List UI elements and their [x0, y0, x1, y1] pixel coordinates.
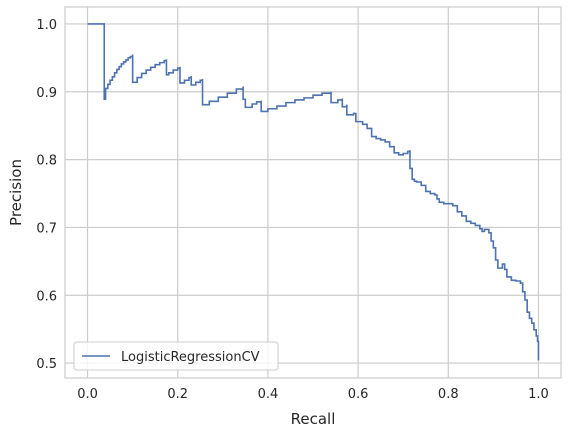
y-tick-labels: 0.5 0.6 0.7 0.8 0.9 1.0 [36, 18, 57, 372]
y-tick-label: 0.9 [36, 86, 57, 101]
legend-box [73, 341, 279, 371]
y-tick-label: 0.7 [36, 221, 57, 236]
series-curve-group [87, 23, 540, 361]
x-tick-label: 1.0 [528, 387, 549, 402]
y-tick-label: 1.0 [36, 18, 57, 33]
y-tick-label: 0.5 [36, 357, 57, 372]
x-tick-label: 0.6 [348, 387, 369, 402]
y-axis-label: Precision [7, 159, 25, 226]
plot-area [65, 7, 561, 378]
plot-frame [64, 6, 562, 379]
x-tick-labels: 0.0 0.2 0.4 0.6 0.8 1.0 [77, 387, 549, 402]
y-tick-label: 0.8 [36, 154, 57, 169]
legend-label: LogisticRegressionCV [121, 350, 260, 365]
x-tick-label: 0.2 [167, 387, 188, 402]
legend: LogisticRegressionCV [73, 341, 279, 371]
y-tick-label: 0.6 [36, 289, 57, 304]
x-tick-label: 0.8 [438, 387, 459, 402]
x-tick-label: 0.0 [77, 387, 98, 402]
x-axis-label: Recall [291, 410, 336, 428]
series-line [87, 23, 540, 361]
x-tick-label: 0.4 [258, 387, 279, 402]
